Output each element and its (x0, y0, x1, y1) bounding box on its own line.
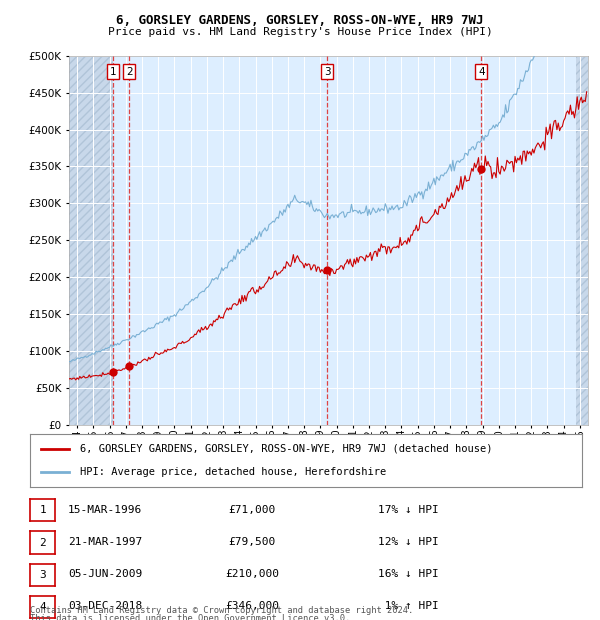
Text: £71,000: £71,000 (229, 505, 275, 515)
Text: 16% ↓ HPI: 16% ↓ HPI (377, 569, 439, 579)
Text: 4: 4 (478, 67, 485, 77)
Bar (113, 56, 130, 425)
Text: 6, GORSLEY GARDENS, GORSLEY, ROSS-ON-WYE, HR9 7WJ: 6, GORSLEY GARDENS, GORSLEY, ROSS-ON-WYE… (116, 14, 484, 27)
Text: 21-MAR-1997: 21-MAR-1997 (68, 537, 142, 547)
Text: 15-MAR-1996: 15-MAR-1996 (68, 505, 142, 515)
Text: Price paid vs. HM Land Registry's House Price Index (HPI): Price paid vs. HM Land Registry's House … (107, 27, 493, 37)
Bar (576, 56, 592, 425)
Text: 4: 4 (39, 602, 46, 612)
Text: 1: 1 (110, 67, 116, 77)
Text: 17% ↓ HPI: 17% ↓ HPI (377, 505, 439, 515)
Text: Contains HM Land Registry data © Crown copyright and database right 2024.: Contains HM Land Registry data © Crown c… (30, 606, 413, 616)
Bar (69, 56, 113, 425)
Bar (130, 56, 328, 425)
Text: 1: 1 (39, 505, 46, 515)
Text: 2: 2 (39, 538, 46, 547)
Bar (328, 56, 481, 425)
Text: £79,500: £79,500 (229, 537, 275, 547)
Text: 03-DEC-2018: 03-DEC-2018 (68, 601, 142, 611)
Text: HPI: Average price, detached house, Herefordshire: HPI: Average price, detached house, Here… (80, 467, 386, 477)
Text: 1% ↑ HPI: 1% ↑ HPI (377, 601, 439, 611)
Bar (69, 56, 113, 425)
Text: £346,000: £346,000 (225, 601, 279, 611)
Bar (481, 56, 576, 425)
Text: This data is licensed under the Open Government Licence v3.0.: This data is licensed under the Open Gov… (30, 614, 350, 620)
Text: 12% ↓ HPI: 12% ↓ HPI (377, 537, 439, 547)
Text: 3: 3 (39, 570, 46, 580)
Text: 6, GORSLEY GARDENS, GORSLEY, ROSS-ON-WYE, HR9 7WJ (detached house): 6, GORSLEY GARDENS, GORSLEY, ROSS-ON-WYE… (80, 444, 492, 454)
Text: 3: 3 (324, 67, 331, 77)
Text: 05-JUN-2009: 05-JUN-2009 (68, 569, 142, 579)
Bar (576, 56, 592, 425)
Text: 2: 2 (126, 67, 133, 77)
Text: £210,000: £210,000 (225, 569, 279, 579)
